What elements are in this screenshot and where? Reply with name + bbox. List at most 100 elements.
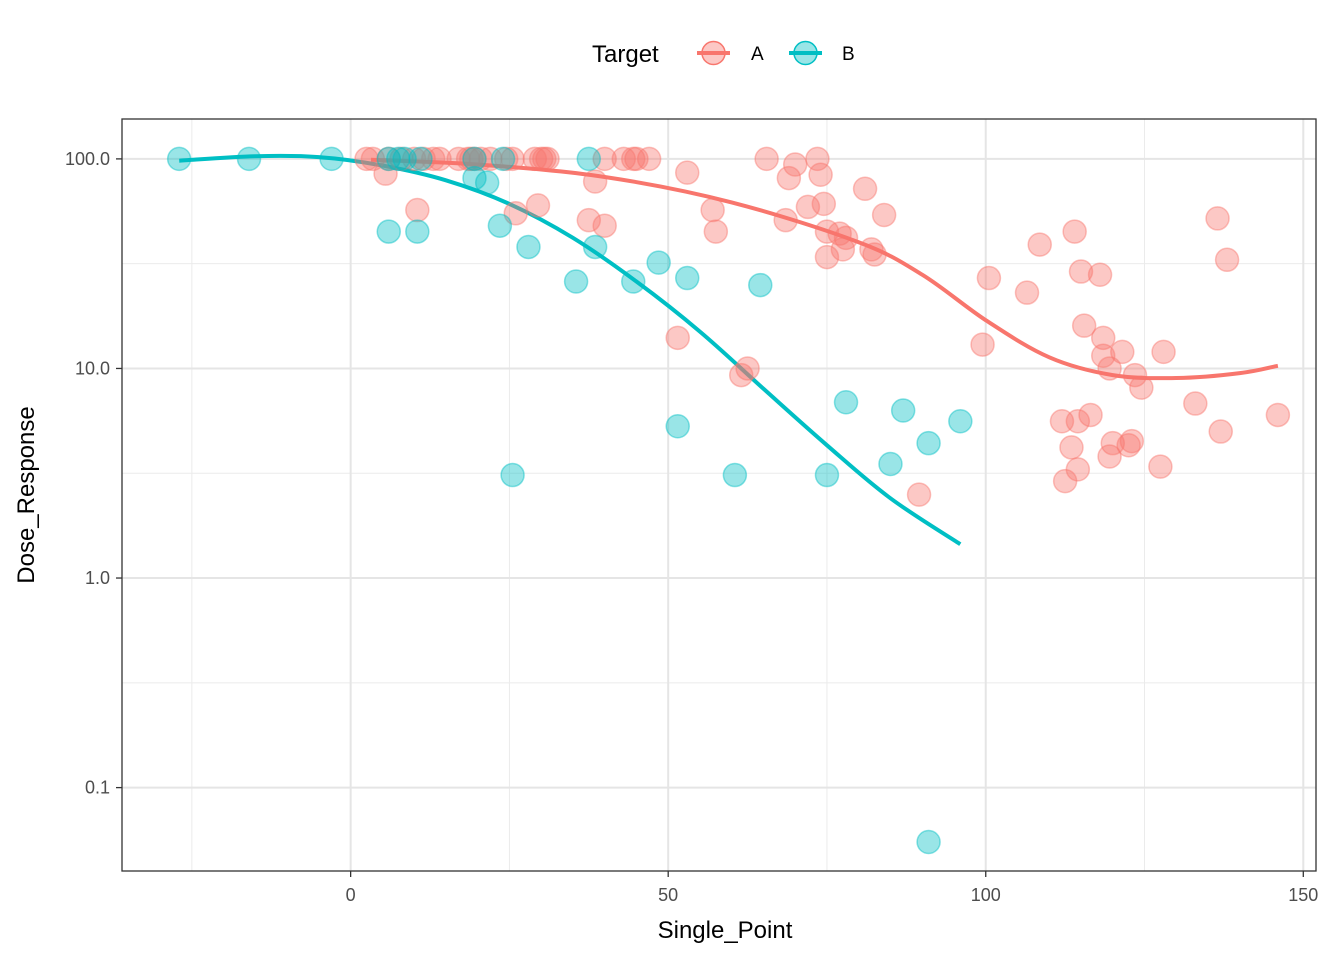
point-series-a — [1151, 339, 1176, 365]
point-series-b — [236, 146, 262, 172]
point-series-a — [611, 146, 636, 172]
point-series-a — [373, 161, 398, 186]
point-series-a — [405, 197, 430, 223]
point-series-a — [970, 332, 995, 357]
point-series-a — [1129, 375, 1154, 400]
legend-key-b — [789, 40, 822, 66]
point-series-a — [478, 146, 503, 172]
point-series-a — [1052, 468, 1078, 494]
point-series-a — [1097, 444, 1122, 469]
point-series-b — [646, 250, 671, 275]
point-series-b — [408, 146, 433, 172]
point-series-a — [1027, 232, 1052, 257]
point-series-a — [808, 162, 833, 188]
point-series-b — [487, 213, 513, 238]
point-series-a — [376, 146, 401, 172]
point-series-a — [1265, 402, 1291, 428]
point-series-a — [459, 146, 484, 172]
point-series-b — [462, 146, 487, 172]
point-series-a — [1183, 391, 1208, 416]
point-series-a — [592, 213, 617, 238]
point-series-a — [1110, 339, 1135, 365]
point-series-a — [1087, 262, 1113, 287]
point-series-a — [525, 193, 551, 218]
point-series-b — [833, 389, 859, 415]
point-series-b — [563, 269, 589, 294]
point-series-a — [1068, 259, 1094, 284]
point-series-a — [814, 244, 840, 270]
point-series-b — [166, 146, 192, 172]
legend-title: Target — [592, 41, 659, 68]
point-series-a — [862, 242, 887, 267]
point-series-b — [490, 146, 516, 172]
panel-border — [121, 118, 1317, 872]
point-series-a — [621, 146, 646, 172]
point-series-a — [1059, 435, 1084, 460]
y-axis-title: Dose_Response — [13, 406, 40, 583]
point-series-a — [1208, 419, 1233, 444]
point-series-a — [859, 237, 884, 262]
point-series-a — [1090, 343, 1116, 368]
point-series-b — [462, 165, 487, 191]
point-series-b — [405, 219, 430, 244]
point-series-a — [1148, 454, 1173, 479]
point-series-a — [665, 325, 690, 351]
point-series-a — [528, 146, 554, 172]
point-series-b — [392, 146, 417, 172]
legend-key-a — [697, 40, 730, 66]
point-series-a — [411, 146, 436, 172]
y-tick-label: 0.1 — [85, 778, 110, 798]
point-series-a — [354, 146, 379, 172]
x-tick-label: 50 — [658, 885, 678, 905]
point-series-b — [814, 462, 840, 488]
point-series-a — [493, 146, 519, 172]
point-series-a — [773, 207, 798, 233]
point-series-b — [621, 269, 646, 294]
point-series-a — [976, 265, 1002, 291]
point-series-a — [401, 146, 427, 172]
point-series-a — [1065, 408, 1091, 434]
point-series-b — [386, 146, 411, 172]
point-series-b — [376, 219, 401, 244]
point-series-a — [389, 146, 414, 172]
point-series-b — [665, 413, 690, 439]
point-series-b — [890, 398, 916, 423]
x-tick-label: 0 — [346, 885, 356, 905]
point-series-a — [1090, 325, 1116, 351]
point-series-a — [1014, 280, 1040, 305]
y-tick-label: 1.0 — [85, 568, 110, 588]
trend-curve-a — [370, 157, 1279, 381]
point-series-a — [805, 146, 830, 172]
point-series-a — [1205, 206, 1230, 231]
point-series-a — [728, 362, 754, 388]
point-series-a — [582, 169, 608, 194]
point-series-a — [830, 237, 856, 262]
point-series-a — [503, 201, 529, 226]
point-series-a — [1100, 430, 1126, 456]
legend-label-b: B — [842, 44, 855, 65]
y-tick-label: 100.0 — [65, 149, 110, 169]
point-series-a — [532, 146, 557, 172]
point-series-b — [748, 272, 773, 298]
x-tick-label: 100 — [971, 885, 1001, 905]
axes: 0 50 100 150 0.1 1.0 10.0 100.0 — [65, 149, 1318, 905]
point-series-a — [1119, 428, 1145, 454]
point-series-a — [360, 146, 386, 172]
point-series-b — [916, 829, 941, 855]
point-series-a — [592, 146, 617, 172]
point-series-b — [576, 146, 602, 172]
x-tick-label: 150 — [1288, 885, 1318, 905]
point-series-a — [1065, 457, 1091, 482]
trend-curve-b — [179, 153, 962, 546]
point-series-a — [522, 146, 548, 172]
point-series-a — [1062, 219, 1087, 244]
point-series-a — [827, 221, 852, 246]
point-series-a — [1071, 313, 1097, 338]
point-series-a — [1214, 247, 1240, 273]
point-series-a — [427, 146, 452, 172]
point-series-a — [446, 146, 471, 172]
point-series-a — [814, 219, 840, 244]
point-series-a — [462, 146, 487, 172]
